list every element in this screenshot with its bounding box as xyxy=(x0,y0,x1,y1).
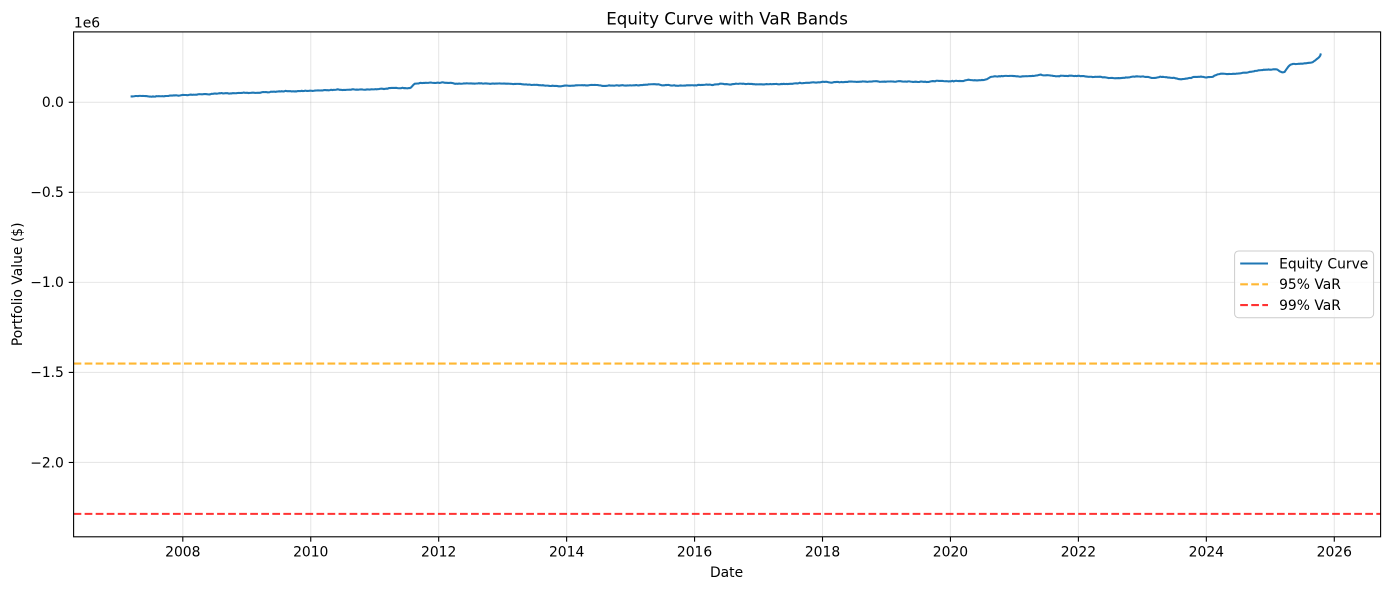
equity-curve-line xyxy=(130,53,1322,98)
x-tick-label: 2020 xyxy=(933,545,968,561)
y-tick-label: −1.0 xyxy=(30,275,64,291)
x-tick-label: 2024 xyxy=(1189,545,1224,561)
x-tick-label: 2022 xyxy=(1061,545,1096,561)
x-tick-label: 2018 xyxy=(805,545,840,561)
legend-label: 95% VaR xyxy=(1279,277,1341,293)
x-tick-label: 2010 xyxy=(293,545,328,561)
tick-label-layer: 2008 2010 2012 2014 2016 2018 2020 2022 2024 2026… xyxy=(30,95,1352,561)
y-tick-label: −0.5 xyxy=(30,185,64,201)
x-tick-label: 2012 xyxy=(421,545,456,561)
y-tick-label: 0.0 xyxy=(42,95,64,111)
y-axis-offset-text: 1e6 xyxy=(74,16,100,32)
y-axis-label: Portfolio Value ($) xyxy=(10,223,26,347)
x-axis-label: Date xyxy=(710,565,743,581)
legend-label: 99% VaR xyxy=(1279,298,1341,314)
series-layer xyxy=(73,53,1381,515)
legend-label: Equity Curve xyxy=(1279,256,1368,272)
x-tick-label: 2016 xyxy=(677,545,712,561)
x-tick-label: 2008 xyxy=(165,545,200,561)
axes-layer xyxy=(68,31,1382,542)
legend-frame xyxy=(1234,250,1375,319)
x-tick-label: 2026 xyxy=(1317,545,1352,561)
y-tick-label: −1.5 xyxy=(30,365,64,381)
legend: Equity Curve 95% VaR 99% VaR xyxy=(1234,250,1375,319)
x-tick-label: 2014 xyxy=(549,545,584,561)
plot-border xyxy=(73,31,1382,538)
chart-title: Equity Curve with VaR Bands xyxy=(606,10,848,29)
y-tick-label: −2.0 xyxy=(30,455,64,471)
